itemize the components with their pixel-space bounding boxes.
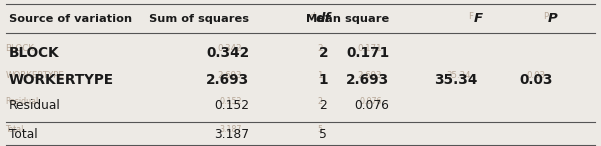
Text: Source of variation: Source of variation [9,14,132,24]
Text: 0.171: 0.171 [346,46,389,60]
Text: 2.693: 2.693 [218,71,242,80]
Text: Mean square: Mean square [306,14,389,24]
Text: Residual: Residual [9,99,61,112]
Text: F: F [474,12,482,26]
Text: BLOCK: BLOCK [5,44,34,53]
Text: df: df [316,12,331,26]
Text: 0.152: 0.152 [215,99,249,112]
Text: 2: 2 [320,99,327,112]
Text: 3.187: 3.187 [220,125,242,134]
Text: 2: 2 [317,97,322,106]
Text: 0.03: 0.03 [519,73,553,87]
Text: 3.187: 3.187 [215,127,249,141]
Text: 2.693: 2.693 [358,71,382,80]
Text: Total: Total [5,125,24,134]
Text: 35.34: 35.34 [435,73,478,87]
Text: 0.152: 0.152 [220,97,242,106]
Text: 2.693: 2.693 [346,73,389,87]
Text: Sum of squares: Sum of squares [150,14,249,24]
Text: BLOCK: BLOCK [9,46,59,60]
Text: 0.342: 0.342 [206,46,249,60]
Text: 0.03: 0.03 [526,71,546,80]
Text: 0.171: 0.171 [358,44,382,53]
Text: 5: 5 [317,125,322,134]
Text: Residual: Residual [5,97,38,106]
Text: WORKERTYPE: WORKERTYPE [5,71,64,80]
Text: 5: 5 [319,127,328,141]
Text: 0.342: 0.342 [218,44,242,53]
Text: d: d [310,12,316,21]
Text: 1: 1 [319,73,328,87]
Text: 2: 2 [317,44,323,53]
Text: 2: 2 [319,46,328,60]
Text: 0.076: 0.076 [355,99,389,112]
Text: F: F [468,12,473,21]
Text: 35.34: 35.34 [446,71,471,80]
Text: WORKERTYPE: WORKERTYPE [9,73,114,87]
Text: 0.076: 0.076 [360,97,382,106]
Text: 1: 1 [317,71,323,80]
Text: 2.693: 2.693 [206,73,249,87]
Text: P: P [543,12,548,21]
Text: P: P [548,12,558,26]
Text: Total: Total [9,127,38,141]
